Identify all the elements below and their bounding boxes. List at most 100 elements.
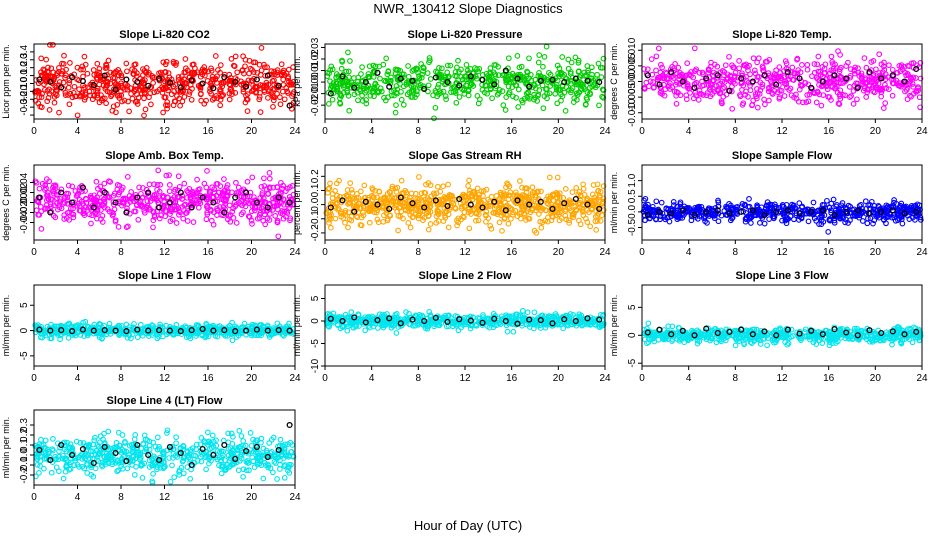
y-tick-label: 0.3 — [19, 52, 30, 66]
mean-point — [362, 79, 369, 86]
x-tick-label: 0 — [322, 247, 328, 258]
noise-point — [141, 86, 147, 93]
noise-point — [505, 83, 512, 90]
y-tick-label: -0.01 — [310, 82, 321, 105]
x-tick-label: 16 — [202, 247, 214, 258]
noise-point — [209, 76, 216, 83]
noise-point — [455, 327, 462, 334]
noise-point — [354, 89, 361, 96]
noise-point — [79, 89, 86, 96]
x-tick-label: 4 — [75, 373, 81, 384]
noise-point — [420, 83, 427, 90]
noise-point — [567, 70, 574, 77]
noise-point — [456, 94, 463, 100]
noise-point — [131, 67, 138, 74]
noise-point — [598, 74, 605, 80]
panel-y-axis-label-8: ml/min per min. — [292, 295, 302, 357]
noise-point — [597, 64, 604, 71]
panel-y-axis-label-5: percent per min. — [292, 170, 302, 235]
noise-point — [409, 68, 416, 74]
noise-point — [799, 62, 805, 68]
noise-point — [673, 100, 680, 107]
noise-point — [440, 183, 447, 190]
noise-point — [98, 92, 104, 98]
noise-point — [50, 41, 56, 48]
noise-point — [510, 93, 516, 100]
mean-point — [572, 75, 579, 82]
noise-point — [418, 74, 425, 81]
mean-point — [561, 79, 568, 86]
noise-point — [513, 94, 519, 101]
mean-point — [243, 83, 250, 90]
noise-point — [159, 71, 165, 78]
x-tick-label: 4 — [369, 247, 375, 258]
noise-point — [56, 65, 62, 71]
noise-point — [280, 67, 287, 74]
noise-point — [217, 86, 223, 93]
noise-point — [217, 102, 224, 109]
noise-point — [328, 224, 334, 231]
noise-point — [485, 78, 492, 85]
mean-point — [275, 82, 282, 89]
noise-point — [56, 79, 63, 85]
noise-point — [768, 84, 775, 90]
noise-point — [137, 321, 144, 328]
mean-point — [502, 67, 509, 74]
noise-point — [405, 63, 411, 69]
noise-point — [124, 174, 131, 180]
x-tick-label: 20 — [870, 247, 882, 258]
noise-point — [767, 74, 774, 81]
y-tick-label: -0.3 — [19, 98, 30, 116]
noise-point — [91, 92, 98, 98]
x-tick-label: 4 — [75, 126, 81, 137]
noise-point — [94, 85, 101, 92]
noise-point — [346, 74, 352, 81]
noise-point — [565, 65, 572, 72]
mean-point — [253, 76, 260, 83]
noise-point — [496, 87, 503, 93]
noise-point — [583, 94, 590, 101]
noise-point — [362, 327, 369, 334]
noise-point — [416, 73, 422, 79]
noise-point — [661, 92, 668, 99]
noise-point — [445, 181, 451, 188]
noise-point — [191, 71, 198, 77]
x-tick-label: 12 — [159, 247, 171, 258]
noise-point — [400, 71, 407, 78]
noise-point — [38, 55, 45, 62]
noise-point — [261, 87, 267, 94]
noise-point — [541, 54, 548, 60]
noise-point — [186, 91, 192, 98]
x-tick-label: 24 — [289, 247, 301, 258]
noise-point — [684, 60, 691, 67]
noise-point — [453, 99, 460, 106]
noise-point — [412, 78, 418, 84]
noise-point — [32, 97, 39, 104]
noise-point — [340, 82, 347, 88]
y-tick-label: -5 — [19, 351, 30, 360]
x-tick-label: 8 — [118, 126, 124, 137]
noise-point — [266, 175, 273, 182]
noise-point — [36, 94, 42, 101]
noise-point — [465, 183, 471, 189]
noise-point — [271, 71, 278, 78]
noise-point — [398, 96, 405, 103]
noise-point — [44, 88, 51, 94]
noise-point — [337, 95, 343, 102]
noise-point — [484, 90, 490, 97]
noise-point — [339, 58, 346, 65]
panel-title-2: Slope Li-820 Pressure — [408, 29, 523, 41]
noise-point — [96, 66, 103, 72]
noise-point — [597, 218, 604, 224]
noise-point — [94, 74, 100, 81]
noise-point — [494, 91, 501, 98]
noise-point — [115, 82, 122, 89]
noise-point — [358, 71, 364, 77]
noise-point — [94, 87, 101, 94]
noise-point — [859, 218, 866, 224]
noise-point — [283, 70, 290, 77]
mean-point — [432, 74, 439, 81]
noise-point — [425, 82, 432, 89]
noise-point — [528, 77, 535, 84]
mean-points-2 — [327, 67, 603, 97]
